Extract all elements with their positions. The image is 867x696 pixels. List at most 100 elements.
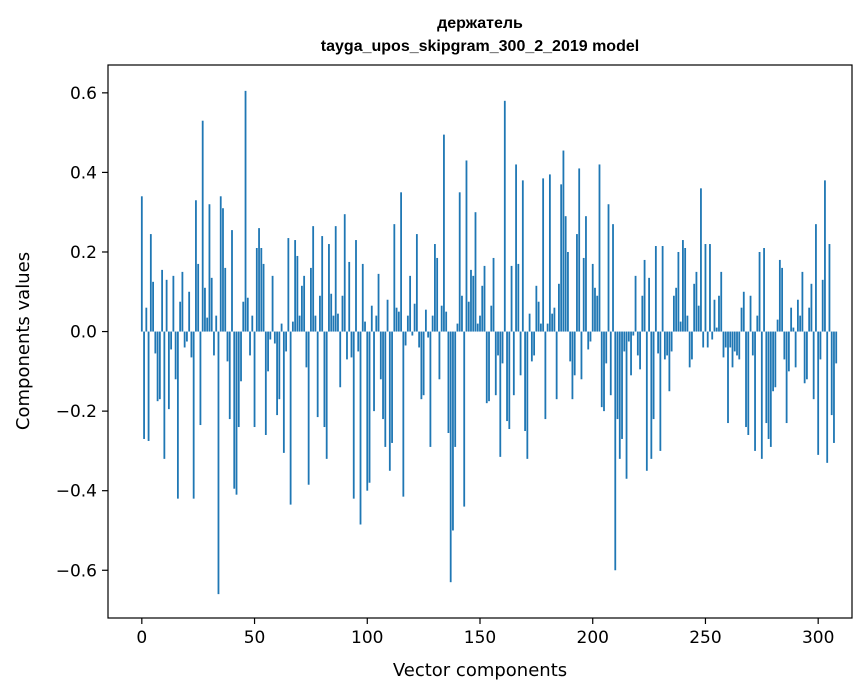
x-tick-label: 0	[136, 628, 147, 648]
y-tick-label: −0.2	[56, 402, 97, 422]
x-tick-label: 300	[802, 628, 834, 648]
bar-278	[767, 331, 770, 439]
bar-16	[176, 331, 179, 499]
bar-153	[485, 331, 488, 404]
bar-125	[422, 331, 425, 396]
chart-title: держатель	[437, 15, 523, 32]
bar-172	[528, 313, 531, 332]
bar-162	[506, 331, 508, 422]
bar-144	[465, 160, 468, 332]
bar-27	[201, 120, 204, 332]
bar-220	[636, 331, 639, 356]
bar-58	[271, 275, 274, 332]
bar-34	[217, 331, 220, 595]
bar-98	[361, 263, 364, 332]
bar-226	[650, 331, 653, 459]
bar-236	[672, 295, 675, 332]
bar-30	[208, 204, 211, 332]
bar-57	[269, 331, 272, 340]
bar-119	[409, 275, 412, 332]
bar-245	[693, 283, 696, 332]
bar-45	[242, 301, 245, 332]
x-tick-label: 150	[464, 628, 496, 648]
bar-210	[614, 331, 617, 571]
bar-269	[747, 331, 750, 435]
bar-84	[330, 293, 333, 332]
bar-17	[179, 301, 182, 332]
bar-128	[429, 331, 432, 447]
bar-180	[546, 323, 549, 332]
bar-239	[679, 321, 682, 332]
bar-145	[467, 301, 470, 332]
bar-115	[400, 192, 402, 332]
bar-61	[278, 331, 281, 400]
bar-302	[821, 279, 824, 332]
bar-20	[186, 331, 188, 342]
bar-62	[280, 323, 283, 332]
bar-303	[824, 180, 826, 332]
bar-116	[402, 331, 405, 497]
bar-218	[632, 331, 635, 336]
bar-138	[452, 331, 454, 531]
bar-33	[215, 315, 218, 332]
bar-222	[641, 295, 644, 332]
bar-183	[553, 307, 556, 332]
bar-156	[492, 257, 495, 332]
bar-258	[722, 331, 725, 358]
bar-214	[623, 331, 626, 352]
bar-3	[147, 331, 150, 441]
bar-270	[749, 295, 752, 332]
bar-114	[397, 311, 400, 332]
bar-241	[684, 248, 687, 332]
bar-122	[415, 234, 418, 332]
bar-55	[264, 331, 267, 435]
bar-7	[156, 331, 159, 402]
bar-238	[677, 251, 680, 332]
bar-260	[727, 331, 729, 424]
bar-296	[808, 307, 811, 332]
bar-148	[474, 212, 477, 332]
bar-234	[668, 331, 671, 392]
bar-52	[258, 228, 260, 332]
bar-295	[806, 331, 808, 380]
bar-229	[657, 331, 660, 354]
bar-298	[812, 331, 815, 400]
chart-subtitle: tayga_upos_skipgram_300_2_2019 model	[321, 38, 639, 55]
bar-54	[262, 263, 265, 332]
bar-231	[661, 246, 664, 332]
x-axis-ticks: 0 50 100 150 200 250 300	[136, 618, 834, 648]
bar-87	[337, 313, 339, 332]
x-tick-label: 100	[351, 628, 383, 648]
bar-224	[645, 331, 648, 471]
bar-82	[325, 331, 328, 459]
plot-frame	[107, 64, 853, 619]
bar-284	[781, 267, 784, 332]
bar-126	[424, 309, 427, 332]
bar-179	[544, 331, 547, 420]
bar-28	[204, 287, 206, 332]
bar-88	[339, 331, 342, 388]
bar-63	[282, 331, 285, 453]
y-axis-label: Components values	[13, 252, 34, 430]
bar-79	[319, 295, 321, 332]
bar-225	[648, 277, 650, 332]
bar-216	[627, 331, 630, 342]
bar-56	[267, 331, 269, 372]
bar-164	[510, 265, 513, 332]
bar-175	[535, 285, 538, 332]
y-axis-ticks: −0.6 −0.4 −0.2 0.0 0.2 0.4 0.6	[56, 84, 108, 581]
bar-120	[411, 331, 414, 336]
bar-95	[355, 240, 357, 332]
bar-240	[682, 240, 684, 332]
bar-11	[165, 279, 168, 332]
bar-290	[794, 331, 797, 368]
bar-47	[246, 297, 249, 332]
bar-279	[769, 331, 772, 447]
bar-137	[449, 331, 452, 583]
bar-155	[490, 305, 493, 332]
bar-297	[810, 283, 813, 332]
bar-134	[443, 134, 445, 332]
y-tick-label: 0.0	[70, 323, 97, 343]
bar-184	[555, 331, 558, 400]
bar-37	[224, 267, 227, 332]
